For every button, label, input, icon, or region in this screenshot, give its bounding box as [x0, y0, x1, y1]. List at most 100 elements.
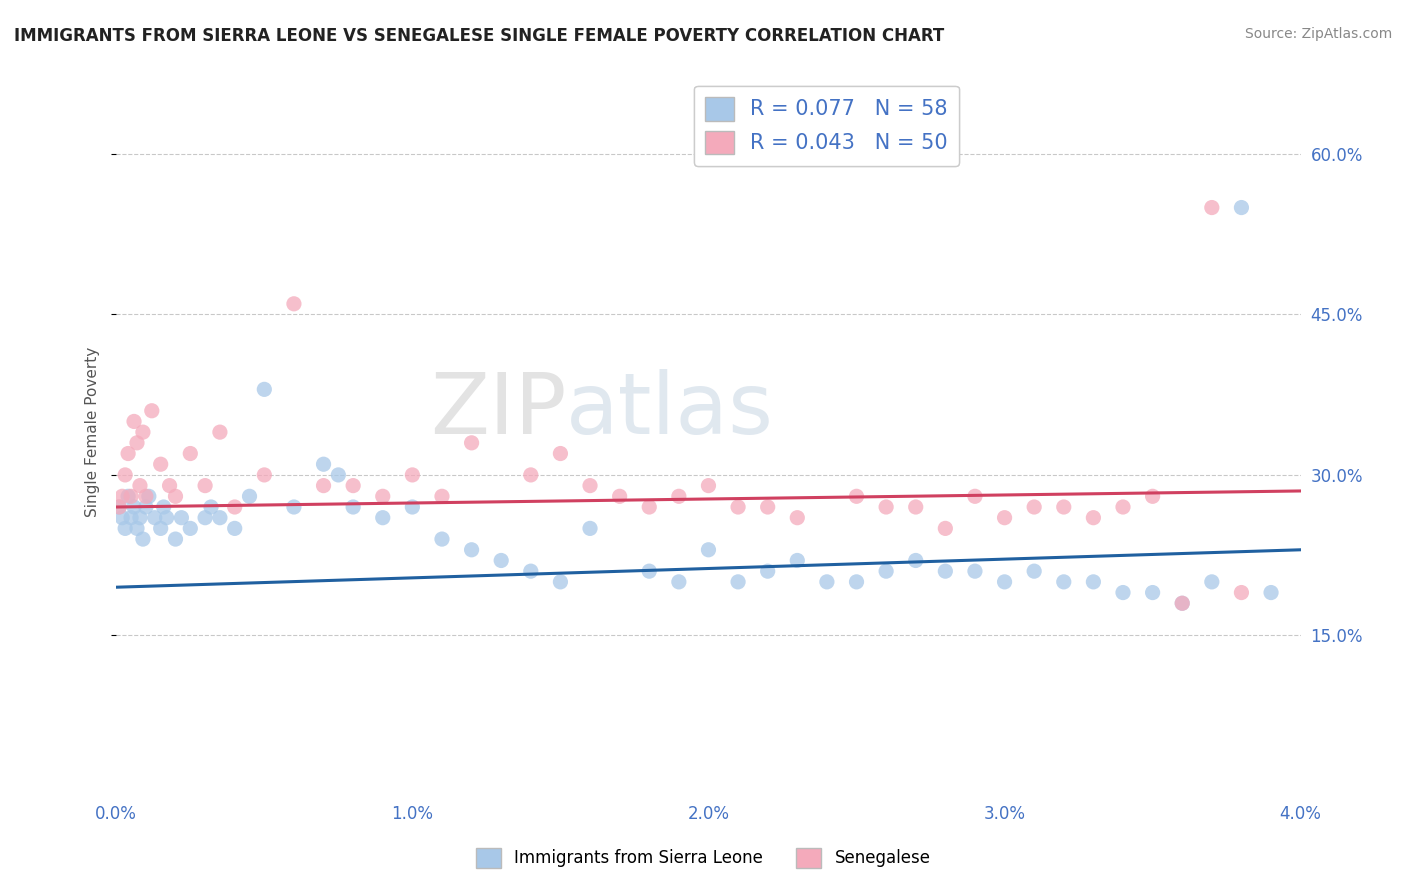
Text: atlas: atlas	[567, 368, 775, 452]
Point	[165, 489, 187, 503]
Point	[579, 521, 602, 535]
Point	[668, 489, 690, 503]
Point	[1260, 585, 1282, 599]
Point	[550, 446, 572, 460]
Point	[727, 500, 749, 514]
Point	[208, 510, 231, 524]
Point	[117, 446, 139, 460]
Point	[283, 500, 305, 514]
Point	[111, 510, 134, 524]
Point	[117, 489, 139, 503]
Point	[283, 297, 305, 311]
Point	[934, 521, 956, 535]
Point	[668, 574, 690, 589]
Point	[1024, 564, 1046, 578]
Point	[253, 383, 276, 397]
Point	[401, 467, 423, 482]
Point	[165, 532, 187, 546]
Point	[159, 478, 181, 492]
Point	[786, 510, 808, 524]
Point	[875, 500, 897, 514]
Point	[129, 478, 152, 492]
Point	[638, 564, 661, 578]
Point	[1083, 510, 1105, 524]
Point	[132, 425, 155, 439]
Point	[122, 414, 145, 428]
Point	[1112, 500, 1135, 514]
Text: ZIP: ZIP	[430, 368, 567, 452]
Point	[238, 489, 260, 503]
Text: IMMIGRANTS FROM SIERRA LEONE VS SENEGALESE SINGLE FEMALE POVERTY CORRELATION CHA: IMMIGRANTS FROM SIERRA LEONE VS SENEGALE…	[14, 27, 945, 45]
Point	[756, 500, 779, 514]
Point	[697, 478, 720, 492]
Legend: R = 0.077   N = 58, R = 0.043   N = 50: R = 0.077 N = 58, R = 0.043 N = 50	[693, 86, 959, 166]
Point	[120, 489, 142, 503]
Y-axis label: Single Female Poverty: Single Female Poverty	[86, 347, 100, 517]
Point	[312, 478, 335, 492]
Point	[579, 478, 602, 492]
Point	[993, 574, 1015, 589]
Point	[1112, 585, 1135, 599]
Point	[1142, 489, 1164, 503]
Point	[520, 467, 543, 482]
Point	[135, 489, 157, 503]
Point	[934, 564, 956, 578]
Point	[756, 564, 779, 578]
Point	[138, 489, 160, 503]
Point	[1201, 201, 1223, 215]
Point	[224, 500, 246, 514]
Point	[200, 500, 222, 514]
Point	[224, 521, 246, 535]
Point	[460, 542, 482, 557]
Point	[786, 553, 808, 567]
Point	[1024, 500, 1046, 514]
Point	[371, 510, 394, 524]
Legend: Immigrants from Sierra Leone, Senegalese: Immigrants from Sierra Leone, Senegalese	[468, 841, 938, 875]
Point	[460, 435, 482, 450]
Point	[132, 532, 155, 546]
Point	[108, 500, 131, 514]
Point	[638, 500, 661, 514]
Point	[1053, 500, 1076, 514]
Point	[120, 510, 142, 524]
Point	[179, 446, 201, 460]
Point	[342, 500, 364, 514]
Point	[1053, 574, 1076, 589]
Point	[149, 457, 172, 471]
Point	[342, 478, 364, 492]
Point	[328, 467, 350, 482]
Point	[1083, 574, 1105, 589]
Point	[845, 574, 868, 589]
Point	[208, 425, 231, 439]
Point	[149, 521, 172, 535]
Point	[143, 510, 166, 524]
Point	[170, 510, 193, 524]
Point	[815, 574, 838, 589]
Point	[1201, 574, 1223, 589]
Point	[963, 489, 986, 503]
Point	[1230, 201, 1253, 215]
Point	[179, 521, 201, 535]
Point	[1171, 596, 1194, 610]
Point	[371, 489, 394, 503]
Point	[963, 564, 986, 578]
Point	[520, 564, 543, 578]
Point	[152, 500, 174, 514]
Text: Source: ZipAtlas.com: Source: ZipAtlas.com	[1244, 27, 1392, 41]
Point	[114, 467, 136, 482]
Point	[135, 500, 157, 514]
Point	[727, 574, 749, 589]
Point	[550, 574, 572, 589]
Point	[401, 500, 423, 514]
Point	[122, 500, 145, 514]
Point	[875, 564, 897, 578]
Point	[129, 510, 152, 524]
Point	[253, 467, 276, 482]
Point	[904, 500, 927, 514]
Point	[194, 510, 217, 524]
Point	[697, 542, 720, 557]
Point	[108, 500, 131, 514]
Point	[111, 489, 134, 503]
Point	[312, 457, 335, 471]
Point	[904, 553, 927, 567]
